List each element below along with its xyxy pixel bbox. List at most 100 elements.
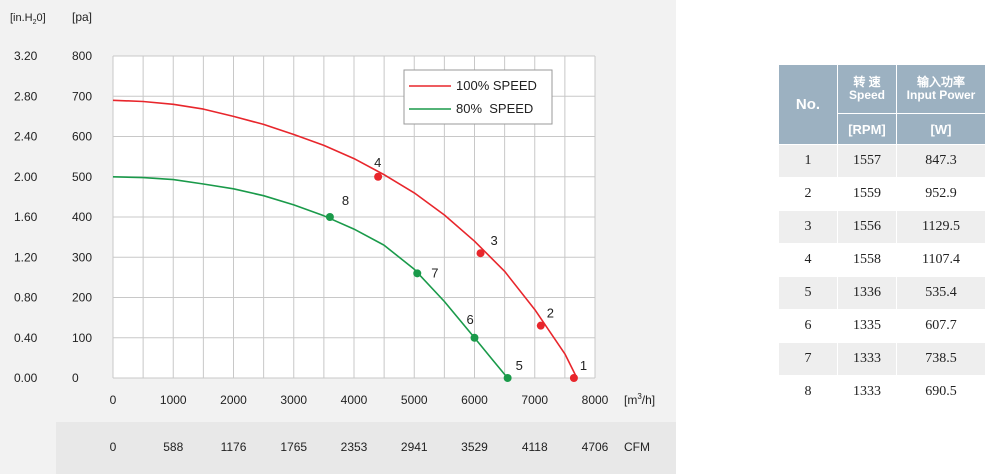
- table-row: 4 1558 1107.4: [778, 243, 986, 277]
- row-no: 4: [778, 243, 838, 277]
- grid-lines: [112, 55, 596, 379]
- row-power: 847.3: [896, 144, 986, 178]
- operating-point-4: [374, 172, 383, 181]
- chart-legend: 100% SPEED 80% SPEED: [403, 69, 553, 125]
- operating-point-label-2: 2: [547, 306, 554, 321]
- x-tick-label-cfm: 1765: [280, 440, 307, 454]
- table-row: 7 1333 738.5: [778, 342, 986, 376]
- pa-unit-label: [pa]: [72, 10, 92, 24]
- y-tick-label-inh2o: 0.00: [14, 371, 38, 385]
- row-speed: 1559: [837, 177, 897, 211]
- flow-unit-label: [m3/h]: [624, 392, 655, 407]
- y-tick-label-pa: 700: [72, 89, 92, 103]
- operating-points: 4 3 2 1 8 7 6 5: [325, 155, 587, 382]
- x-tick-label-flow: 4000: [341, 393, 368, 407]
- header-speed-cn: 转 速: [853, 75, 881, 89]
- performance-table-container: No. 转 速 Speed 输入功率 Input Power [RPM] [W]…: [778, 64, 986, 409]
- operating-point-label-6: 6: [467, 312, 474, 327]
- x-tick-label-cfm: 3529: [461, 440, 488, 454]
- row-no: 3: [778, 210, 838, 244]
- header-speed-en: Speed: [848, 88, 885, 102]
- y-tick-label-pa: 300: [72, 250, 92, 264]
- operating-point-label-1: 1: [580, 358, 587, 373]
- row-speed: 1556: [837, 210, 897, 244]
- y-tick-label-inh2o: 2.00: [14, 170, 38, 184]
- x-tick-label-cfm: 4118: [522, 440, 548, 454]
- table-row: 5 1336 535.4: [778, 276, 986, 310]
- row-power: 952.9: [896, 177, 986, 211]
- row-power: 738.5: [896, 342, 986, 376]
- row-no: 6: [778, 309, 838, 343]
- row-power: 1107.4: [896, 243, 986, 277]
- x-tick-label-flow: 5000: [401, 393, 428, 407]
- header-power: 输入功率 Input Power: [896, 64, 986, 114]
- row-speed: 1336: [837, 276, 897, 310]
- fan-curve-chart: 0.00 0.40 0.80 1.20 1.60 2.00 2.40 2.80 3.20 0 10…: [0, 0, 676, 474]
- header-speed: 转 速 Speed: [837, 64, 897, 114]
- row-no: 7: [778, 342, 838, 376]
- table-row: 2 1559 952.9: [778, 177, 986, 211]
- y-tick-label-pa: 500: [72, 170, 92, 184]
- unit-power: [W]: [896, 113, 986, 145]
- operating-point-label-5: 5: [516, 358, 523, 373]
- row-speed: 1558: [837, 243, 897, 277]
- row-power: 690.5: [896, 375, 986, 409]
- row-power: 535.4: [896, 276, 986, 310]
- y-tick-label-inh2o: 2.40: [14, 130, 38, 144]
- unit-speed: [RPM]: [837, 113, 897, 145]
- x-tick-label-flow: 7000: [521, 393, 548, 407]
- operating-point-1: [569, 374, 578, 382]
- y-tick-label-pa: 100: [72, 331, 92, 345]
- x-tick-label-cfm: 2353: [341, 440, 368, 454]
- table-row: 6 1335 607.7: [778, 309, 986, 343]
- legend-label-80-speed: 80% SPEED: [456, 101, 533, 116]
- row-speed: 1557: [837, 144, 897, 178]
- operating-point-3: [476, 249, 485, 258]
- x-tick-label-flow: 3000: [280, 393, 307, 407]
- y-tick-label-inh2o: 0.80: [14, 291, 38, 305]
- x-tick-label-flow: 1000: [160, 393, 187, 407]
- curve-100-speed: [112, 99, 578, 379]
- operating-point-6: [470, 333, 479, 342]
- y-tick-label-pa: 600: [72, 130, 92, 144]
- x-tick-label-cfm: 0: [110, 440, 117, 454]
- x-tick-label-cfm: 2941: [401, 440, 428, 454]
- x-tick-label-cfm: 4706: [582, 440, 609, 454]
- operating-point-label-3: 3: [491, 233, 498, 248]
- operating-point-2: [536, 321, 545, 330]
- operating-point-5: [503, 374, 512, 382]
- chart-svg: 0.000.400.801.201.602.002.402.803.20 010…: [0, 0, 676, 474]
- row-no: 8: [778, 375, 838, 409]
- legend-box: [403, 69, 553, 125]
- y-tick-label-pa: 0: [72, 371, 79, 385]
- cfm-footer-background: [56, 422, 676, 474]
- x-tick-label-flow: 2000: [220, 393, 247, 407]
- cfm-unit-label: CFM: [624, 440, 650, 454]
- table-row: 3 1556 1129.5: [778, 210, 986, 244]
- y-tick-label-inh2o: 1.60: [14, 210, 38, 224]
- legend-label-100-speed: 100% SPEED: [456, 78, 537, 93]
- header-power-en: Input Power: [906, 88, 976, 102]
- y-tick-label-inh2o: 2.80: [14, 89, 38, 103]
- pa-axis-ticks: 0 100 200 300 400 500 600 700 800: [72, 49, 92, 385]
- operating-point-7: [413, 269, 422, 278]
- operating-point-label-7: 7: [431, 265, 438, 280]
- y-tick-label-inh2o: 0.40: [14, 331, 38, 345]
- y-tick-label-inh2o: 3.20: [14, 49, 38, 63]
- flow-axis-ticks: 0 1000 2000 3000 4000 5000 6000 7000 8000: [110, 393, 609, 407]
- operating-point-label-4: 4: [374, 155, 381, 170]
- table-row: 1 1557 847.3: [778, 144, 986, 178]
- x-tick-label-flow: 0: [110, 393, 117, 407]
- x-tick-label-flow: 8000: [582, 393, 609, 407]
- y-tick-label-pa: 400: [72, 210, 92, 224]
- header-no: No.: [778, 64, 838, 145]
- row-speed: 1333: [837, 375, 897, 409]
- x-tick-label-cfm: 588: [163, 440, 183, 454]
- x-tick-label-cfm: 1176: [221, 440, 247, 454]
- y-tick-label-pa: 800: [72, 49, 92, 63]
- row-speed: 1333: [837, 342, 897, 376]
- performance-table: No. 转 速 Speed 输入功率 Input Power [RPM] [W]…: [778, 64, 986, 409]
- row-power: 1129.5: [896, 210, 986, 244]
- row-speed: 1335: [837, 309, 897, 343]
- operating-point-label-8: 8: [342, 193, 349, 208]
